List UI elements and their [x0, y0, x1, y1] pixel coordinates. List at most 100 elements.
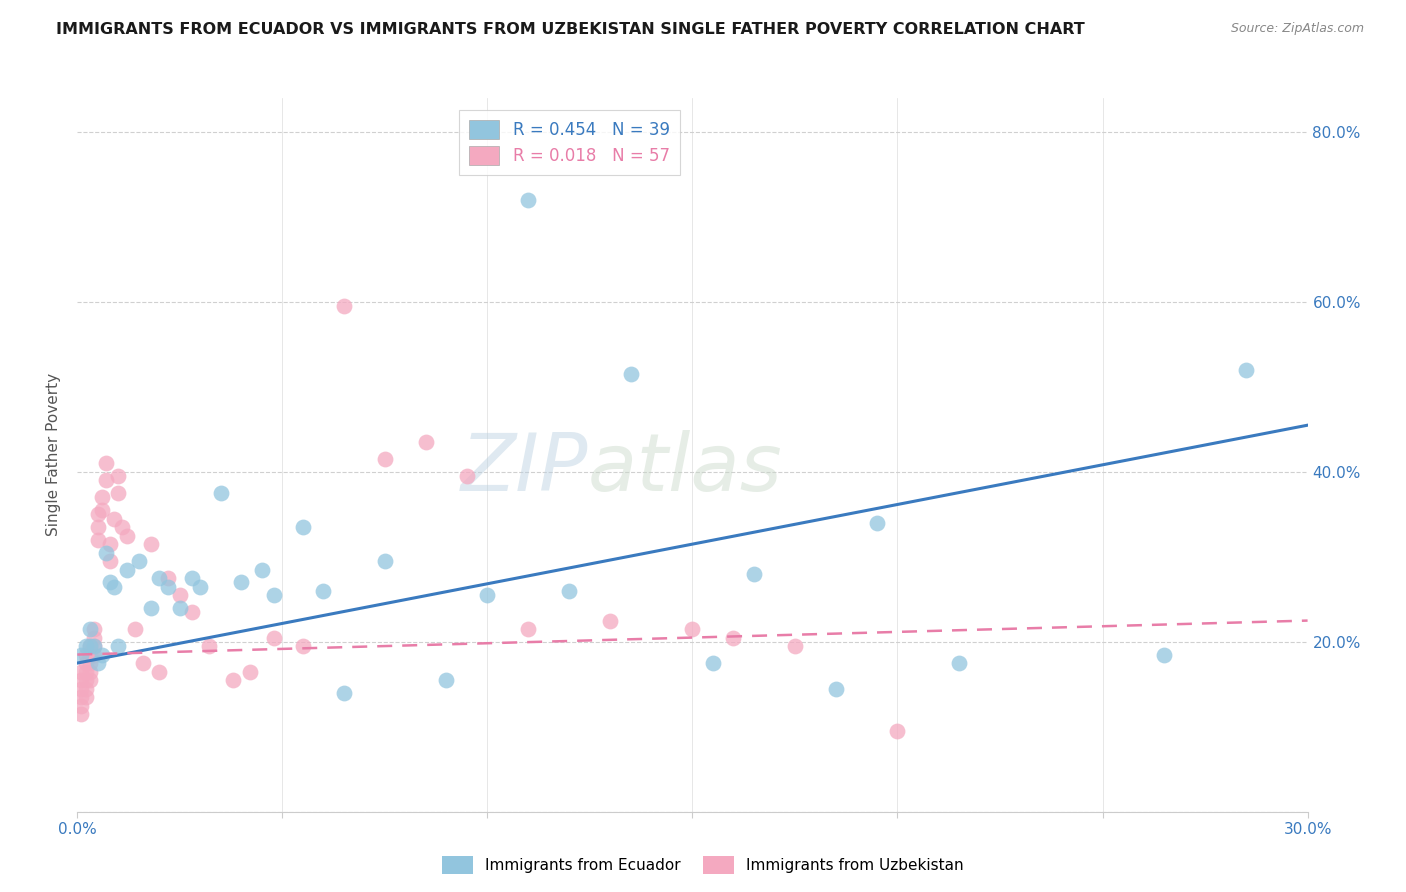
- Point: [94, 546, 117, 560]
- Point: [169, 588, 191, 602]
- Point: [79, 622, 101, 636]
- Point: [79, 673, 101, 687]
- Legend: R = 0.454   N = 39, R = 0.018   N = 57: R = 0.454 N = 39, R = 0.018 N = 57: [460, 110, 679, 175]
- Point: [87, 520, 110, 534]
- Point: [87, 656, 110, 670]
- Point: [312, 583, 335, 598]
- Point: [682, 622, 704, 636]
- Point: [98, 554, 121, 568]
- Point: [742, 566, 765, 581]
- Point: [148, 665, 170, 679]
- Point: [558, 583, 581, 598]
- Point: [70, 665, 93, 679]
- Point: [156, 580, 179, 594]
- Point: [783, 639, 806, 653]
- Point: [291, 520, 314, 534]
- Point: [197, 639, 219, 653]
- Point: [156, 571, 179, 585]
- Point: [70, 690, 93, 704]
- Point: [456, 469, 478, 483]
- Point: [70, 673, 93, 687]
- Point: [333, 299, 356, 313]
- Point: [436, 673, 458, 687]
- Point: [90, 648, 114, 662]
- Point: [75, 656, 97, 670]
- Point: [90, 491, 114, 505]
- Point: [415, 435, 437, 450]
- Point: [83, 631, 105, 645]
- Point: [83, 639, 105, 653]
- Point: [111, 520, 134, 534]
- Point: [702, 656, 724, 670]
- Point: [948, 656, 970, 670]
- Point: [124, 622, 146, 636]
- Point: [115, 528, 138, 542]
- Point: [141, 537, 163, 551]
- Text: IMMIGRANTS FROM ECUADOR VS IMMIGRANTS FROM UZBEKISTAN SINGLE FATHER POVERTY CORR: IMMIGRANTS FROM ECUADOR VS IMMIGRANTS FR…: [56, 22, 1085, 37]
- Text: ZIP: ZIP: [461, 430, 588, 508]
- Text: Source: ZipAtlas.com: Source: ZipAtlas.com: [1230, 22, 1364, 36]
- Point: [188, 580, 212, 594]
- Point: [87, 533, 110, 547]
- Point: [107, 486, 129, 500]
- Point: [222, 673, 245, 687]
- Point: [98, 537, 121, 551]
- Point: [333, 686, 356, 700]
- Point: [181, 605, 204, 619]
- Point: [98, 575, 121, 590]
- Point: [886, 724, 908, 739]
- Point: [75, 673, 97, 687]
- Point: [1234, 363, 1257, 377]
- Point: [620, 368, 643, 382]
- Point: [181, 571, 204, 585]
- Point: [250, 563, 273, 577]
- Point: [517, 193, 540, 207]
- Point: [599, 614, 621, 628]
- Point: [70, 706, 93, 721]
- Point: [79, 656, 101, 670]
- Point: [70, 681, 93, 696]
- Point: [70, 698, 93, 713]
- Point: [231, 575, 253, 590]
- Point: [141, 600, 163, 615]
- Point: [866, 516, 889, 530]
- Point: [94, 474, 117, 488]
- Point: [107, 469, 129, 483]
- Point: [83, 648, 105, 662]
- Point: [263, 588, 285, 602]
- Point: [79, 639, 101, 653]
- Point: [1153, 648, 1175, 662]
- Point: [291, 639, 314, 653]
- Text: atlas: atlas: [588, 430, 783, 508]
- Point: [517, 622, 540, 636]
- Point: [128, 554, 150, 568]
- Point: [90, 503, 114, 517]
- Point: [209, 486, 232, 500]
- Point: [723, 631, 745, 645]
- Point: [239, 665, 262, 679]
- Point: [132, 656, 155, 670]
- Point: [75, 690, 97, 704]
- Point: [75, 681, 97, 696]
- Point: [79, 665, 101, 679]
- Point: [374, 554, 396, 568]
- Point: [75, 665, 97, 679]
- Point: [374, 452, 396, 467]
- Legend: Immigrants from Ecuador, Immigrants from Uzbekistan: Immigrants from Ecuador, Immigrants from…: [436, 850, 970, 880]
- Point: [103, 580, 125, 594]
- Point: [107, 639, 129, 653]
- Point: [75, 639, 97, 653]
- Point: [83, 639, 105, 653]
- Point: [263, 631, 285, 645]
- Point: [477, 588, 499, 602]
- Point: [103, 511, 125, 525]
- Point: [83, 622, 105, 636]
- Point: [169, 600, 191, 615]
- Point: [94, 457, 117, 471]
- Y-axis label: Single Father Poverty: Single Father Poverty: [46, 374, 62, 536]
- Point: [148, 571, 170, 585]
- Point: [115, 563, 138, 577]
- Point: [825, 681, 848, 696]
- Point: [87, 508, 110, 522]
- Point: [79, 648, 101, 662]
